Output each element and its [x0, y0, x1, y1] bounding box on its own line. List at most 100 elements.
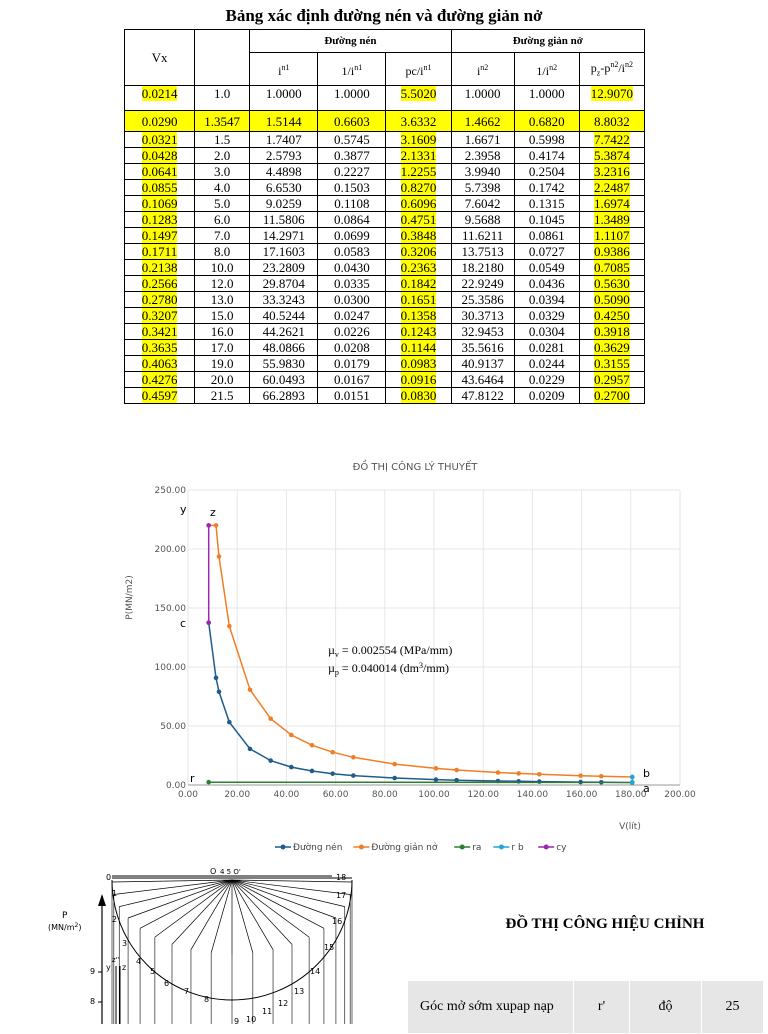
table-cell: 0.4597: [125, 388, 195, 404]
brick-number: 15: [324, 943, 334, 952]
p-unit-tail: ): [78, 923, 81, 932]
header-expansion-col: in2: [451, 53, 514, 86]
table-cell: 35.5616: [451, 340, 514, 356]
table-cell: 1.4662: [451, 111, 514, 132]
table-cell: 0.0329: [514, 308, 579, 324]
legend-marker: [359, 845, 364, 850]
table-cell: 44.2621: [250, 324, 318, 340]
brick-number: 3: [122, 939, 127, 948]
data-point: [330, 750, 335, 755]
y-tick-label: 50.00: [160, 722, 186, 732]
table-cell: 0.3421: [125, 324, 195, 340]
point-label: z: [210, 506, 216, 519]
table-cell: 0.1108: [318, 196, 386, 212]
brick-ray: [232, 880, 345, 907]
table-cell: 0.0229: [514, 372, 579, 388]
table-cell: 12.0: [195, 276, 250, 292]
chart-title: ĐỒ THỊ CÔNG LÝ THUYẾT: [353, 459, 479, 473]
table-cell: 0.3877: [318, 148, 386, 164]
brick-number: 10: [246, 1015, 256, 1024]
table-cell: 0.0983: [386, 356, 451, 372]
table-cell: 1.3547: [195, 111, 250, 132]
table-cell: 4.0: [195, 180, 250, 196]
y-label: y: [106, 963, 111, 972]
table-cell: 0.0335: [318, 276, 386, 292]
brick-number: 7: [184, 987, 189, 996]
table-cell: 5.3874: [579, 148, 644, 164]
table-cell: 0.2700: [579, 388, 644, 404]
y-tick-label: 0.00: [166, 781, 186, 791]
table-cell: 0.0428: [125, 148, 195, 164]
header-expansion-col: 1/in2: [514, 53, 579, 86]
table-cell: 22.9249: [451, 276, 514, 292]
label-o-prime: 4 5 O': [220, 868, 241, 876]
table-cell: 0.0300: [318, 292, 386, 308]
brick-number: 17: [336, 891, 346, 900]
table-cell: 3.0: [195, 164, 250, 180]
zp-label: z'': [112, 956, 120, 964]
table-cell: 0.5745: [318, 132, 386, 148]
table-cell: 0.0394: [514, 292, 579, 308]
table-cell: 23.2809: [250, 260, 318, 276]
data-point: [248, 687, 253, 692]
table-cell: 0.4276: [125, 372, 195, 388]
header-expansion: Đường giản nở: [451, 30, 644, 53]
data-point: [630, 780, 635, 785]
table-cell: 1.7407: [250, 132, 318, 148]
table-cell: 33.3243: [250, 292, 318, 308]
table-cell: 43.6464: [451, 372, 514, 388]
table-cell: 0.0583: [318, 244, 386, 260]
table-cell: 0.1503: [318, 180, 386, 196]
table-cell: 6.6530: [250, 180, 318, 196]
data-point: [537, 772, 542, 777]
table-cell: 0.5630: [579, 276, 644, 292]
table-cell: 0.2780: [125, 292, 195, 308]
header-ratio: [195, 30, 250, 86]
legend-label: cy: [556, 843, 567, 853]
legend-label: Đường giản nở: [371, 842, 437, 853]
x-tick-label: 60.00: [323, 790, 349, 800]
brick-number: 6: [164, 979, 169, 988]
label-0: 0: [106, 873, 111, 882]
table-cell: 1.0000: [250, 86, 318, 111]
table-cell: 0.0549: [514, 260, 579, 276]
table-cell: 0.2957: [579, 372, 644, 388]
x-tick-label: 40.00: [274, 790, 300, 800]
x-tick-label: 80.00: [372, 790, 398, 800]
brick-ray: [112, 880, 232, 882]
data-point: [310, 769, 315, 774]
table-cell: 0.2363: [386, 260, 451, 276]
table-cell: 0.2504: [514, 164, 579, 180]
table-cell: 0.0830: [386, 388, 451, 404]
table-cell: 0.5998: [514, 132, 579, 148]
brick-number: 5: [150, 967, 155, 976]
brick-number: 11: [262, 1007, 272, 1016]
table-cell: 6.0: [195, 212, 250, 228]
table-cell: 0.1283: [125, 212, 195, 228]
data-point: [310, 743, 315, 748]
brick-ray: [232, 880, 324, 928]
table-cell: 9.0259: [250, 196, 318, 212]
table-cell: 10.0: [195, 260, 250, 276]
table-cell: 7.7422: [579, 132, 644, 148]
table-cell: 1.3489: [579, 212, 644, 228]
data-point: [268, 716, 273, 721]
brick-number: 12: [278, 999, 288, 1008]
mu-v-annotation: µv = 0.002554 (MPa/mm): [328, 643, 452, 659]
table-cell: 17.0: [195, 340, 250, 356]
y-axis-label: P(MN/m2): [125, 575, 135, 619]
table-cell: 0.0699: [318, 228, 386, 244]
table-cell: 0.6096: [386, 196, 451, 212]
point-label: b: [643, 767, 650, 780]
p-unit-base: (MN/m: [48, 923, 75, 932]
table-cell: 17.1603: [250, 244, 318, 260]
table-cell: 0.0855: [125, 180, 195, 196]
table-cell: 0.0179: [318, 356, 386, 372]
table-cell: 0.0430: [318, 260, 386, 276]
p-axis-arrow: [98, 894, 106, 906]
table-cell: 32.9453: [451, 324, 514, 340]
